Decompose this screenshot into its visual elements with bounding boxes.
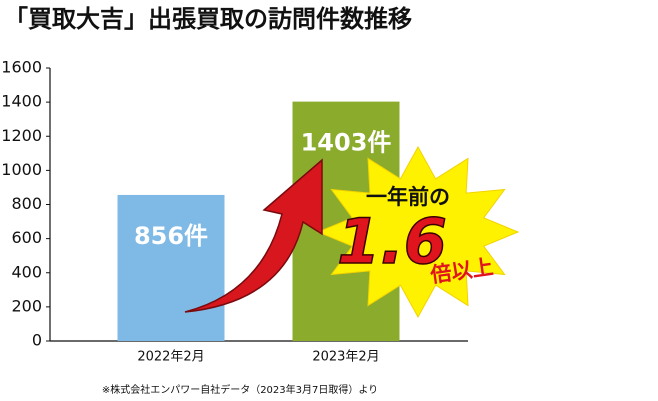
y-tick-label: 0 — [32, 331, 42, 350]
annotation-lead: 一年前の — [366, 185, 450, 209]
annotation-ratio: 1.6 — [337, 205, 447, 278]
chart-title: 「買取大吉」出張買取の訪問件数推移 — [4, 5, 412, 33]
y-tick-label: 400 — [11, 262, 42, 281]
x-tick-label: 2023年2月 — [312, 350, 379, 365]
value-label: 856件 — [134, 222, 208, 250]
x-tick-label: 2022年2月 — [137, 350, 204, 365]
y-tick-label: 200 — [11, 296, 42, 315]
bar — [117, 194, 225, 341]
y-tick-label: 600 — [11, 228, 42, 247]
value-label: 1403件 — [301, 129, 392, 157]
y-tick-label: 1000 — [1, 160, 42, 179]
y-tick-label: 1600 — [1, 58, 42, 77]
y-tick-label: 1200 — [1, 126, 42, 145]
y-tick-label: 800 — [11, 194, 42, 213]
y-tick-label: 1400 — [1, 92, 42, 111]
footnote: ※株式会社エンパワー自社データ（2023年3月7日取得）より — [102, 383, 378, 396]
growth-arrow — [184, 158, 323, 313]
